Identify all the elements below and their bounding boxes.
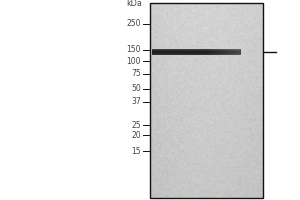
Bar bbox=[150, 3, 262, 198]
Text: 25: 25 bbox=[131, 120, 141, 130]
Text: 100: 100 bbox=[127, 56, 141, 66]
Text: kDa: kDa bbox=[127, 0, 142, 8]
Text: 75: 75 bbox=[131, 70, 141, 78]
Text: 50: 50 bbox=[131, 84, 141, 93]
Text: 150: 150 bbox=[127, 46, 141, 54]
Text: 15: 15 bbox=[131, 146, 141, 156]
Text: 37: 37 bbox=[131, 98, 141, 106]
Text: 250: 250 bbox=[127, 20, 141, 28]
Text: 20: 20 bbox=[131, 130, 141, 140]
